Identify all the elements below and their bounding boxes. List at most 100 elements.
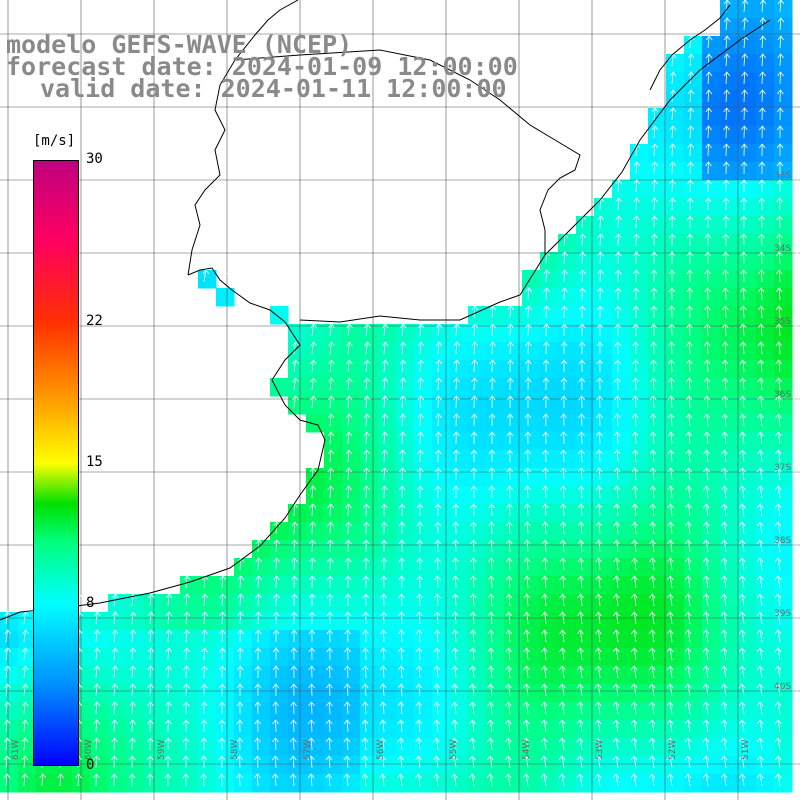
field-cell <box>702 486 721 505</box>
wind-arrow <box>506 395 514 409</box>
wind-arrow <box>722 305 729 319</box>
wind-arrow <box>416 539 424 553</box>
wind-arrow <box>469 719 476 733</box>
longitude-label: 56W <box>376 740 386 760</box>
wind-arrow <box>650 377 657 391</box>
wind-arrow <box>558 755 566 769</box>
wind-arrow <box>417 449 424 463</box>
field-cell <box>360 648 379 667</box>
wind-arrow <box>201 575 209 589</box>
field-cell <box>324 540 343 559</box>
field-cell <box>198 666 217 685</box>
wind-arrow <box>666 773 674 787</box>
wind-arrow <box>399 377 407 391</box>
wind-arrow <box>487 575 495 589</box>
wind-arrow <box>525 341 532 355</box>
field-cell <box>630 234 649 253</box>
field-cell <box>414 594 433 613</box>
field-cell <box>360 432 379 451</box>
field-cell <box>90 702 109 721</box>
wind-arrow <box>361 719 369 733</box>
wind-arrow <box>630 719 638 733</box>
field-cell <box>396 666 415 685</box>
wind-arrow <box>111 755 118 769</box>
field-cell <box>756 486 775 505</box>
field-cell <box>756 198 775 217</box>
wind-arrow <box>541 521 549 535</box>
wind-arrow <box>272 683 280 697</box>
field-cell <box>774 486 793 505</box>
field-cell <box>522 666 541 685</box>
wind-arrow <box>201 629 208 643</box>
wind-arrow <box>776 143 784 157</box>
field-cell <box>252 612 271 631</box>
wind-arrow <box>648 773 656 787</box>
field-cell <box>720 396 739 415</box>
field-cell <box>684 144 703 163</box>
field-cell <box>288 774 307 793</box>
field-cell <box>576 594 595 613</box>
field-cell <box>504 486 523 505</box>
wind-arrow <box>738 719 746 733</box>
field-cell <box>774 162 793 181</box>
field-cell <box>756 594 775 613</box>
field-cell <box>666 684 685 703</box>
field-cell <box>684 54 703 73</box>
field-cell <box>738 630 757 649</box>
wind-arrow <box>346 323 353 337</box>
field-cell <box>774 630 793 649</box>
field-cell <box>684 306 703 325</box>
field-cell <box>558 360 577 379</box>
wind-arrow <box>4 665 11 679</box>
field-cell <box>720 72 739 91</box>
wind-arrow <box>542 467 549 481</box>
field-cell <box>0 666 19 685</box>
wind-arrow <box>397 665 405 679</box>
wind-arrow <box>93 755 100 769</box>
wind-arrow <box>200 701 208 715</box>
wind-arrow <box>720 719 728 733</box>
field-cell <box>684 180 703 199</box>
field-cell <box>648 234 667 253</box>
field-cell <box>414 666 433 685</box>
wind-arrow <box>723 35 731 49</box>
field-cell <box>270 684 289 703</box>
wind-arrow <box>596 323 604 337</box>
wind-arrow <box>237 593 244 607</box>
field-cell <box>720 684 739 703</box>
field-cell <box>558 270 577 289</box>
wind-arrow <box>721 359 729 373</box>
wind-arrow <box>669 161 676 175</box>
field-cell <box>486 360 505 379</box>
wind-arrow <box>4 629 11 643</box>
field-cell <box>720 198 739 217</box>
field-cell <box>522 324 541 343</box>
wind-arrow <box>595 503 603 517</box>
field-cell <box>648 216 667 235</box>
wind-arrow <box>702 593 710 607</box>
wind-arrow <box>577 557 585 571</box>
latitude-label: 39S <box>774 609 791 619</box>
field-cell <box>450 612 469 631</box>
field-cell <box>324 684 343 703</box>
wind-arrow <box>488 431 496 445</box>
field-cell <box>540 756 559 775</box>
wind-arrow <box>504 755 512 769</box>
wind-arrow <box>22 611 29 625</box>
wind-arrow <box>506 521 513 535</box>
wind-arrow <box>255 557 263 571</box>
field-cell <box>414 432 433 451</box>
field-cell <box>450 396 469 415</box>
wind-arrow <box>758 125 766 139</box>
wind-arrow <box>435 431 442 445</box>
wind-arrow <box>577 521 585 535</box>
field-cell <box>504 648 523 667</box>
wind-arrow <box>219 593 227 607</box>
wind-arrow <box>327 413 335 427</box>
field-cell <box>504 414 523 433</box>
wind-arrow <box>632 305 640 319</box>
wind-arrow <box>470 539 477 553</box>
field-cell <box>378 594 397 613</box>
field-cell <box>414 612 433 631</box>
wind-arrow <box>576 683 584 697</box>
